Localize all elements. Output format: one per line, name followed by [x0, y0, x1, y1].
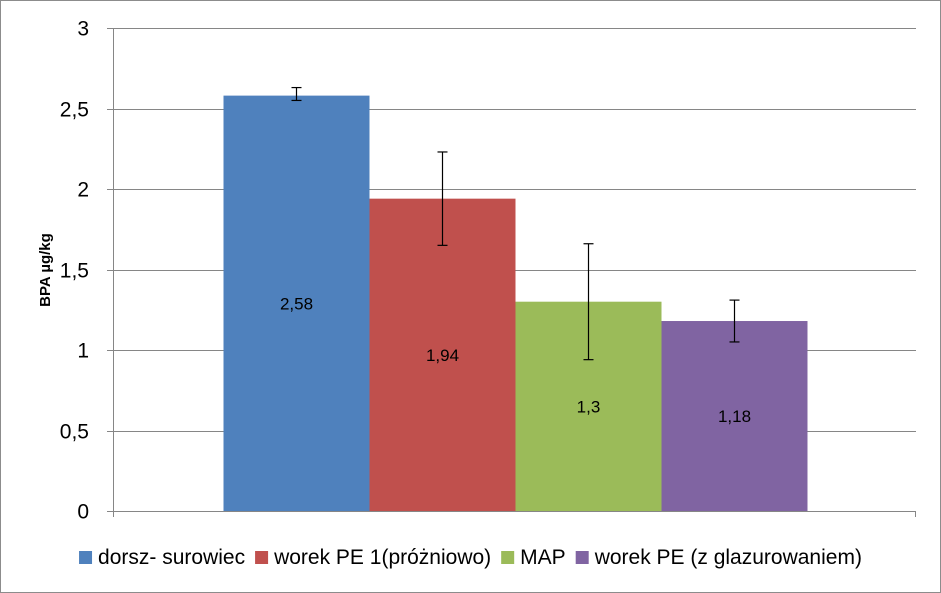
y-tick-label: 2,5 — [60, 99, 89, 122]
legend-item: dorsz- surowiec — [79, 546, 245, 569]
legend-label: worek PE (z glazurowaniem) — [594, 546, 862, 569]
y-tick-label: 0 — [77, 501, 89, 524]
error-bars — [291, 86, 740, 361]
legend-label: dorsz- surowiec — [98, 546, 245, 569]
legend-swatch — [79, 551, 93, 564]
legend-swatch — [575, 551, 589, 564]
y-tick-label: 2 — [77, 179, 89, 202]
bar — [369, 198, 516, 511]
y-tick-label: 1,5 — [60, 260, 89, 283]
legend-item: worek PE 1(próżniowo) — [255, 546, 491, 569]
legend-swatch — [255, 551, 269, 564]
legend-label: worek PE 1(próżniowo) — [273, 546, 491, 569]
axes — [107, 28, 916, 517]
y-tick-label: 0,5 — [60, 421, 89, 444]
y-tick-label: 3 — [77, 18, 89, 41]
y-axis-title: BPA µg/kg — [37, 233, 54, 307]
bar — [661, 321, 808, 511]
legend-item: MAP — [501, 546, 566, 569]
legend-swatch — [501, 551, 515, 564]
legend-label: MAP — [520, 546, 566, 569]
data-label: 1,94 — [426, 346, 459, 365]
data-label: 1,3 — [577, 397, 601, 416]
legend: dorsz- surowiec worek PE 1(próżniowo) MAP w… — [79, 546, 862, 569]
data-label: 1,18 — [718, 407, 751, 426]
y-tick-label: 1 — [77, 340, 89, 363]
data-labels: 2,58 1,94 1,3 1,18 — [280, 294, 751, 426]
data-label: 2,58 — [280, 294, 313, 313]
bar — [223, 95, 370, 512]
y-tick-labels: 0 0,5 1 1,5 2 2,5 3 — [60, 18, 89, 524]
legend-item: worek PE (z glazurowaniem) — [575, 546, 862, 569]
